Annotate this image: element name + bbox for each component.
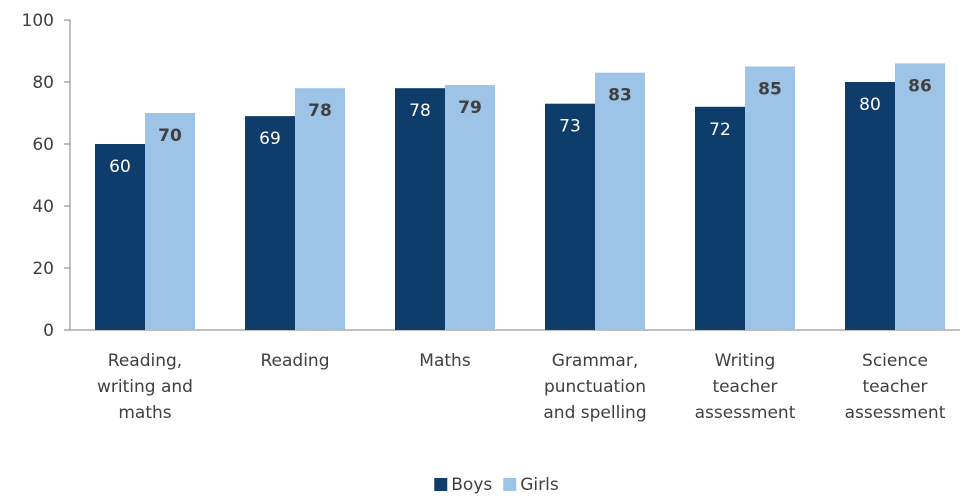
category-label: Reading bbox=[260, 351, 329, 371]
data-label-girls: 86 bbox=[908, 76, 932, 96]
legend-swatch-girls bbox=[503, 478, 517, 491]
bar-boys bbox=[695, 106, 745, 330]
category-label: Science teacher assessment bbox=[845, 351, 946, 423]
bar-boys bbox=[845, 82, 895, 330]
legend-label-boys: Boys bbox=[451, 475, 492, 495]
bar-boys bbox=[95, 144, 145, 330]
y-tick-label: 0 bbox=[43, 321, 54, 341]
category-label: Writing teacher assessment bbox=[695, 351, 796, 423]
legend-label-girls: Girls bbox=[520, 475, 559, 495]
y-tick-label: 60 bbox=[32, 135, 54, 155]
data-label-girls: 79 bbox=[458, 98, 482, 118]
bar-girls bbox=[895, 63, 945, 331]
data-label-girls: 78 bbox=[308, 101, 332, 121]
y-tick-label: 100 bbox=[22, 11, 54, 31]
data-label-girls: 83 bbox=[608, 86, 632, 106]
bar-boys bbox=[245, 116, 295, 330]
category-labels: Reading, writing and maths Reading Maths Gram… bbox=[97, 351, 946, 423]
bar-girls bbox=[295, 88, 345, 330]
y-tick-label: 40 bbox=[32, 197, 54, 217]
y-tick-label: 80 bbox=[32, 73, 54, 93]
y-axis: 0 20 40 60 80 100 bbox=[22, 11, 71, 341]
bar-boys bbox=[395, 88, 445, 330]
bar-boys bbox=[545, 103, 595, 330]
category-label: Maths bbox=[419, 351, 471, 371]
bar-girls bbox=[445, 85, 495, 330]
data-label-boys: 73 bbox=[559, 117, 581, 137]
category-label: Grammar, punctuation and spelling bbox=[543, 351, 646, 423]
data-label-girls: 85 bbox=[758, 80, 782, 100]
bar-girls bbox=[595, 72, 645, 330]
value-labels: 60 70 69 78 78 79 73 83 72 85 80 86 bbox=[109, 76, 932, 177]
data-label-boys: 60 bbox=[109, 157, 131, 177]
data-label-boys: 80 bbox=[859, 95, 881, 115]
y-tick-label: 20 bbox=[32, 259, 54, 279]
data-label-boys: 69 bbox=[259, 129, 281, 149]
bars bbox=[95, 63, 945, 331]
data-label-boys: 72 bbox=[709, 120, 731, 140]
data-label-boys: 78 bbox=[409, 101, 431, 121]
legend-swatch-boys bbox=[434, 478, 448, 491]
data-label-girls: 70 bbox=[158, 126, 182, 146]
category-label: Reading, writing and maths bbox=[97, 351, 193, 423]
bar-girls bbox=[745, 66, 795, 330]
bar-girls bbox=[145, 113, 195, 330]
legend: Boys Girls bbox=[434, 475, 559, 495]
